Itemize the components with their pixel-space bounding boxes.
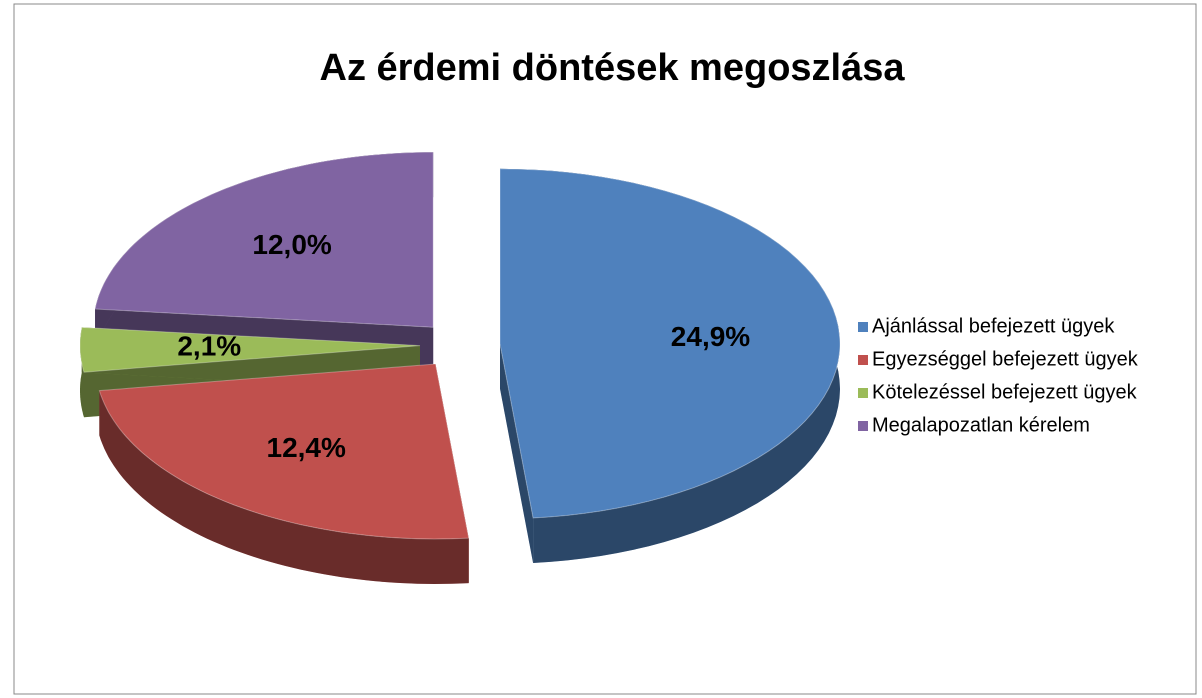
slice <box>499 168 841 519</box>
legend-label: Egyezséggel befejezett ügyek <box>872 348 1139 370</box>
data-label: 2,1% <box>177 331 241 362</box>
slice <box>94 151 434 328</box>
legend-label: Ajánlással befejezett ügyek <box>872 315 1115 337</box>
slice <box>98 363 470 540</box>
legend-swatch <box>858 355 868 365</box>
slice-tops <box>79 151 841 540</box>
data-label: 24,9% <box>671 321 750 352</box>
data-label: 12,0% <box>252 229 331 260</box>
slice-side-shade <box>99 390 469 584</box>
legend-swatch <box>858 322 868 332</box>
legend-swatch <box>858 421 868 431</box>
legend-label: Kötelezéssel befejezett ügyek <box>872 381 1138 403</box>
slice-side-shade <box>500 343 534 563</box>
slice <box>79 326 421 373</box>
chart-title: Az érdemi döntések megoszlása <box>320 47 906 89</box>
slice-side <box>99 390 469 584</box>
legend-label: Megalapozatlan kérelem <box>872 414 1090 436</box>
data-label: 12,4% <box>267 432 346 463</box>
legend-swatch <box>858 388 868 398</box>
slice-side <box>500 343 534 563</box>
